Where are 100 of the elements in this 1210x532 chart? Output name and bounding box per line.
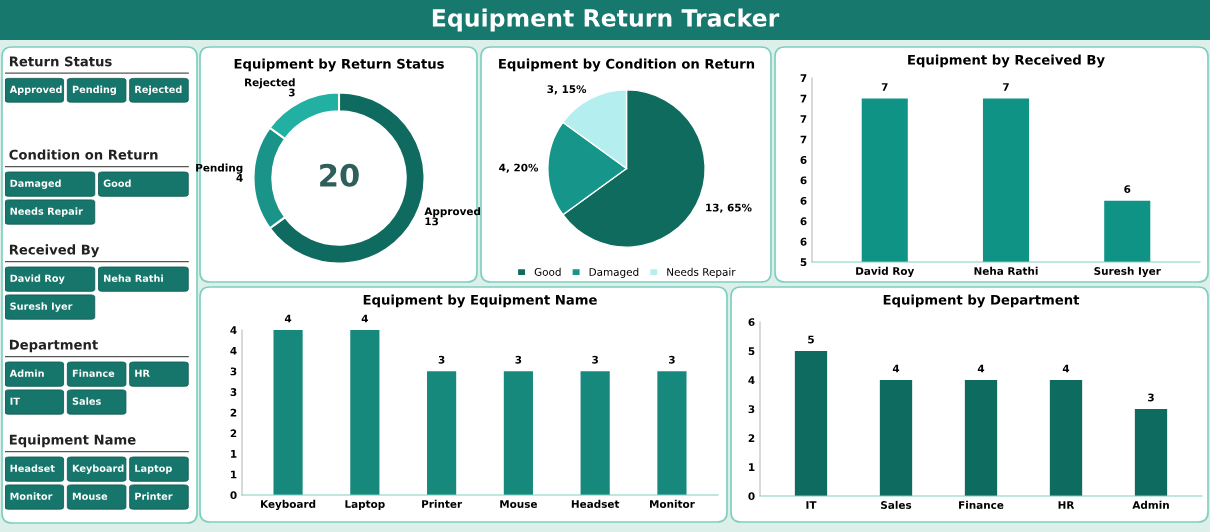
text: Monitor (10, 492, 53, 500)
chart-title: Equipment by Condition on Return (499, 58, 755, 72)
y-tick-label: 7 (800, 135, 807, 144)
data-label: 3 (1148, 393, 1154, 402)
y-tick-label: 3 (230, 388, 237, 396)
text: Suresh Iyer (10, 302, 73, 312)
data-label: 7 (881, 83, 888, 91)
y-tick-label: 6 (748, 318, 755, 327)
data-label: 4 (1062, 364, 1070, 373)
text: Equipment Return Tracker (432, 8, 780, 32)
data-label: 3 (669, 355, 675, 364)
y-tick-label: 1 (749, 463, 755, 471)
x-tick-label: Printer (422, 499, 463, 508)
text: IT (10, 397, 20, 405)
x-tick-label: Sales (881, 500, 912, 509)
y-tick-label: 3 (230, 367, 237, 376)
y-tick-label: 5 (800, 258, 807, 267)
text: Department (9, 339, 98, 353)
x-tick-label: Suresh Iyer (1094, 266, 1161, 278)
y-tick-label: 2 (230, 408, 237, 417)
text: Sales (72, 397, 101, 405)
bar (879, 380, 913, 496)
x-tick-label: Headset (571, 499, 620, 508)
text: Rejected (135, 85, 182, 96)
data-label: 13, 65% (706, 203, 752, 213)
data-label: 4 (977, 364, 985, 373)
data-label: 4 (284, 314, 292, 323)
x-tick-label: Admin (1132, 500, 1169, 509)
text: Finance (72, 369, 115, 377)
chart-title: Equipment by Equipment Name (363, 294, 597, 308)
y-tick-label: 2 (230, 429, 237, 438)
data-label: 3 (288, 88, 295, 97)
data-label: 13 (425, 217, 439, 226)
x-tick-label: Monitor (650, 499, 695, 508)
slice-label: Pending (196, 163, 243, 174)
y-tick-label: 4 (748, 376, 755, 384)
y-tick-label: 1 (231, 450, 237, 458)
y-tick-label: 0 (230, 491, 237, 500)
data-label: 3 (438, 355, 445, 364)
y-tick-label: 1 (231, 470, 237, 479)
data-label: 4 (236, 174, 243, 182)
x-tick-label: Finance (959, 500, 1004, 509)
data-label: 4 (361, 314, 368, 323)
y-tick-label: 0 (748, 492, 755, 501)
bar (964, 380, 998, 496)
data-label: 5 (808, 335, 814, 344)
text: Admin (9, 369, 44, 377)
y-tick-label: 6 (800, 196, 807, 205)
text: Received By (9, 244, 100, 258)
text: Laptop (135, 464, 172, 474)
x-tick-label: Laptop (345, 500, 385, 510)
chart-title: Equipment by Return Status (234, 58, 444, 72)
x-tick-label: Keyboard (261, 499, 316, 511)
y-tick-label: 6 (800, 176, 807, 185)
legend-label: Needs Repair (667, 267, 736, 278)
bar (1049, 380, 1083, 496)
text: Headset (10, 464, 55, 472)
data-label: 3, 15% (547, 85, 587, 95)
text: Equipment Name (9, 434, 136, 448)
y-tick-label: 6 (800, 237, 807, 246)
text: Keyboard (72, 464, 124, 474)
text: HR (135, 369, 150, 377)
x-tick-label: IT (806, 501, 817, 509)
text: Condition on Return (9, 149, 158, 160)
text: Pending (72, 85, 117, 96)
x-tick-label: David Roy (856, 266, 915, 278)
text: Good (103, 179, 131, 187)
x-tick-label: HR (1058, 501, 1075, 509)
text: Mouse (72, 492, 108, 500)
legend-label: Damaged (589, 267, 639, 278)
x-tick-label: Neha Rathi (974, 266, 1038, 275)
y-tick-label: 6 (800, 156, 807, 164)
data-label: 3 (592, 355, 598, 364)
slice-label: Rejected (245, 78, 295, 89)
data-label: 7 (1003, 83, 1009, 91)
slice-label: Approved (424, 207, 481, 218)
data-label: 6 (1124, 185, 1131, 194)
data-label: 3 (515, 355, 522, 364)
text: 20 (320, 163, 359, 187)
text: Damaged (10, 179, 61, 189)
y-tick-label: 2 (748, 434, 755, 442)
bar (1134, 409, 1168, 496)
x-tick-label: Mouse (500, 500, 537, 508)
y-tick-label: 7 (800, 115, 807, 123)
y-tick-label: 4 (230, 346, 237, 355)
chart-title: Equipment by Received By (908, 54, 1105, 68)
data-label: 4, 20% (499, 163, 539, 173)
y-tick-label: 6 (800, 217, 807, 226)
y-tick-label: 7 (800, 74, 807, 82)
chart-title: Equipment by Department (883, 294, 1080, 308)
y-tick-label: 5 (748, 347, 755, 356)
text: Needs Repair (10, 207, 83, 217)
text: Approved (9, 85, 62, 95)
legend-label: Good (534, 267, 561, 276)
data-label: 4 (892, 364, 900, 373)
text: Return Status (9, 56, 112, 67)
y-tick-label: 7 (800, 94, 807, 103)
y-tick-label: 4 (230, 326, 237, 334)
bar (794, 351, 828, 496)
y-tick-label: 3 (748, 405, 755, 414)
